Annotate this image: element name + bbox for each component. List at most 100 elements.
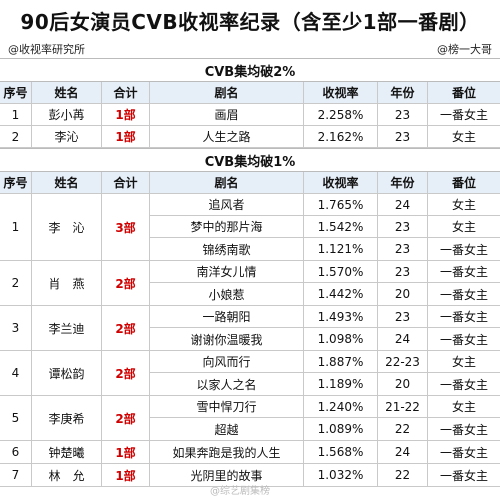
- row-rating: 1.032%: [304, 464, 378, 486]
- row-year: 23: [378, 126, 428, 148]
- row-show: 如果奔跑是我的人生: [150, 441, 304, 463]
- row-rating: 2.258%: [304, 104, 378, 126]
- row-rank: 一番女主: [428, 306, 500, 328]
- header-rating: 收视率: [304, 82, 378, 104]
- group-no: 3: [0, 306, 32, 350]
- group-name: 谭松韵: [32, 351, 102, 395]
- row-rating: 1.493%: [304, 306, 378, 328]
- row-show: 谢谢你温暖我: [150, 328, 304, 350]
- header-show: 剧名: [150, 172, 304, 194]
- group-name: 李兰迪: [32, 306, 102, 350]
- group-name: 林 允: [32, 464, 102, 486]
- row-rating: 1.568%: [304, 441, 378, 463]
- row-rank: 女主: [428, 216, 500, 238]
- group-shows: 向风而行 1.887% 22-23 女主 以家人之名 1.189% 20 一番女主: [150, 351, 500, 395]
- row-total: 1部: [102, 126, 150, 148]
- group-name: 李 沁: [32, 194, 102, 260]
- row-rank: 女主: [428, 194, 500, 216]
- watermark: @综艺剧集榜: [210, 486, 270, 497]
- row-rank: 女主: [428, 396, 500, 418]
- group-total: 1部: [102, 441, 150, 463]
- table-row: 以家人之名 1.189% 20 一番女主: [150, 373, 500, 395]
- source-left: @收视率研究所: [8, 43, 85, 56]
- group-total: 2部: [102, 261, 150, 305]
- table-row: 如果奔跑是我的人生 1.568% 24 一番女主: [150, 441, 500, 463]
- row-rank: 一番女主: [439, 377, 488, 392]
- table-group: 6 钟楚曦 1部 如果奔跑是我的人生 1.568% 24 一番女主: [0, 441, 500, 464]
- table-row: 追风者 1.765% 24 女主: [150, 194, 500, 216]
- row-rank: 女主: [428, 126, 500, 148]
- row-year: 24: [378, 194, 428, 216]
- group-name: 李庚希: [32, 396, 102, 440]
- group-no: 2: [0, 261, 32, 305]
- group-total: 2部: [102, 396, 150, 440]
- table-group: 4 谭松韵 2部 向风而行 1.887% 22-23 女主 以家人之名 1.189% 20 一番女主: [0, 351, 500, 396]
- header-rank: 番位: [428, 82, 500, 104]
- row-rank: 女主: [428, 351, 500, 373]
- header-year: 年份: [378, 82, 428, 104]
- row-rating: 1.089%: [304, 418, 378, 440]
- group-shows: 南洋女儿情 1.570% 23 一番女主 小娘惹 1.442% 20 一番女主: [150, 261, 500, 305]
- group-shows: 光阴里的故事 1.032% 22 一番女主: [150, 464, 500, 486]
- row-year: 21-22: [378, 396, 428, 418]
- row-name: 李沁: [32, 126, 102, 148]
- table-row: 一路朝阳 1.493% 23 一番女主: [150, 306, 500, 328]
- row-total: 1部: [102, 104, 150, 126]
- row-show: 画眉: [150, 104, 304, 126]
- table2-header: 序号 姓名 合计 剧名 收视率 年份 番位: [0, 172, 500, 194]
- group-no: 6: [0, 441, 32, 463]
- group-shows: 一路朝阳 1.493% 23 一番女主 谢谢你温暖我 1.098% 24 一番女主: [150, 306, 500, 350]
- table-row: 1 彭小苒 1部 画眉 2.258% 23 一番女主: [0, 104, 500, 126]
- row-year: 23: [378, 104, 428, 126]
- row-rating: 1.887%: [304, 351, 378, 373]
- table-row: 小娘惹 1.442% 20 一番女主: [150, 283, 500, 305]
- header-no: 序号: [0, 172, 32, 194]
- row-rank: 一番女主: [439, 468, 488, 483]
- row-rating: 1.765%: [304, 194, 378, 216]
- source-bar: @收视率研究所 @榜一大哥: [0, 40, 500, 58]
- row-year: 24: [378, 328, 428, 350]
- row-rank: 一番女主: [439, 445, 488, 460]
- table-row: 2 李沁 1部 人生之路 2.162% 23 女主: [0, 126, 500, 148]
- row-show: 雪中悍刀行: [150, 396, 304, 418]
- row-rating: 1.442%: [304, 283, 378, 305]
- row-rank: 一番女主: [439, 287, 488, 302]
- row-rating: 1.570%: [304, 261, 378, 283]
- row-show: 光阴里的故事: [150, 464, 304, 486]
- group-total: 2部: [102, 306, 150, 350]
- row-show: 人生之路: [150, 126, 304, 148]
- row-year: 22-23: [378, 351, 428, 373]
- row-year: 23: [378, 261, 428, 283]
- group-total: 3部: [102, 194, 150, 260]
- row-year: 23: [378, 306, 428, 328]
- row-year: 20: [378, 283, 428, 305]
- page-title: 90后女演员CVB收视率纪录（含至少1部一番剧）: [20, 9, 480, 34]
- header-year: 年份: [378, 172, 428, 194]
- group-shows: 追风者 1.765% 24 女主 梦中的那片海 1.542% 23 女主 锦绣南歌 1.121% 2…: [150, 194, 500, 260]
- table-row: 南洋女儿情 1.570% 23 一番女主: [150, 261, 500, 283]
- row-year: 20: [378, 373, 428, 395]
- group-total: 1部: [102, 464, 150, 486]
- row-rating: 1.121%: [304, 238, 378, 260]
- section2-title: CVB集均破1%: [0, 148, 500, 172]
- table1-body: 1 彭小苒 1部 画眉 2.258% 23 一番女主 2 李沁 1部 人生之路 …: [0, 104, 500, 148]
- header-no: 序号: [0, 82, 32, 104]
- row-year: 22: [378, 464, 428, 486]
- row-name: 彭小苒: [32, 104, 102, 126]
- table1-header: 序号 姓名 合计 剧名 收视率 年份 番位: [0, 82, 500, 104]
- table-row: 谢谢你温暖我 1.098% 24 一番女主: [150, 328, 500, 350]
- table-row: 光阴里的故事 1.032% 22 一番女主: [150, 464, 500, 486]
- row-rank: 一番女主: [439, 332, 488, 347]
- row-rating: 1.189%: [304, 373, 378, 395]
- header-total: 合计: [102, 172, 150, 194]
- group-no: 4: [0, 351, 32, 395]
- group-shows: 雪中悍刀行 1.240% 21-22 女主 超越 1.089% 22 一番女主: [150, 396, 500, 440]
- row-show: 梦中的那片海: [150, 216, 304, 238]
- row-rank: 一番女主: [428, 261, 500, 283]
- row-show: 追风者: [150, 194, 304, 216]
- row-year: 24: [378, 441, 428, 463]
